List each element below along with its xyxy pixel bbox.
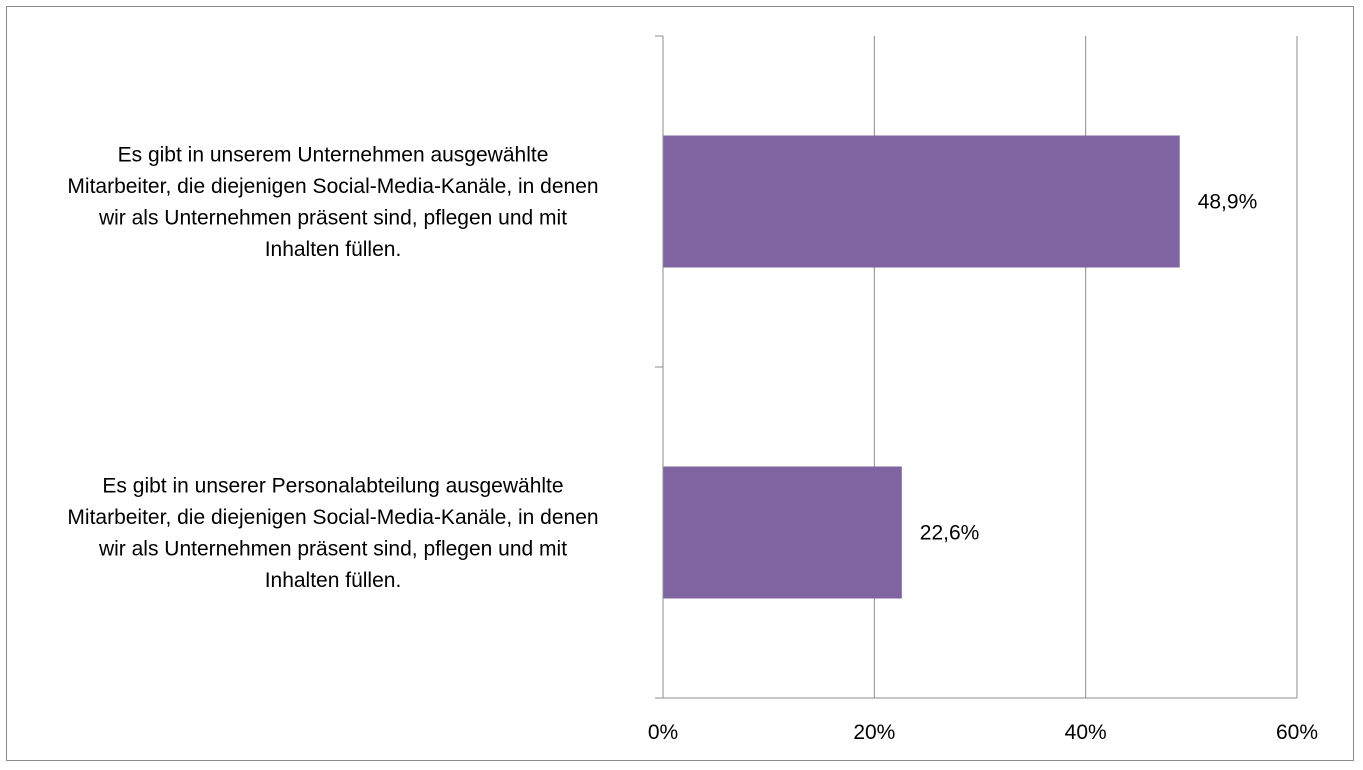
data-label: 48,9% xyxy=(1198,191,1258,214)
category-label: Es gibt in unserem Unternehmen ausgewähl… xyxy=(67,143,598,261)
axes xyxy=(655,35,1297,699)
x-tick-label: 40% xyxy=(1065,721,1107,744)
x-tick-label: 60% xyxy=(1276,721,1318,744)
category-labels: Es gibt in unserem Unternehmen ausgewähl… xyxy=(67,143,598,592)
bars xyxy=(663,135,1180,599)
data-label: 22,6% xyxy=(920,522,980,545)
bar xyxy=(663,135,1180,268)
category-label-line: Inhalten füllen. xyxy=(265,238,402,261)
data-labels: 48,9% 22,6% xyxy=(920,191,1257,545)
category-label-line: wir als Unternehmen präsent sind, pflege… xyxy=(98,537,567,560)
category-label-line: Es gibt in unserem Unternehmen ausgewähl… xyxy=(118,143,549,166)
x-tick-label: 0% xyxy=(648,721,678,744)
category-label-line: Mitarbeiter, die diejenigen Social-Media… xyxy=(67,506,598,529)
gridlines xyxy=(873,36,1298,698)
category-label: Es gibt in unserer Personalabteilung aus… xyxy=(67,474,598,592)
chart-frame xyxy=(6,6,1354,761)
category-label-line: Mitarbeiter, die diejenigen Social-Media… xyxy=(67,175,598,198)
x-tick-label: 20% xyxy=(853,721,895,744)
category-label-line: wir als Unternehmen präsent sind, pflege… xyxy=(98,206,567,229)
bar xyxy=(663,466,902,599)
category-label-line: Es gibt in unserer Personalabteilung aus… xyxy=(102,474,563,497)
category-label-line: Inhalten füllen. xyxy=(265,569,402,592)
x-tick-labels: 0% 20% 40% 60% xyxy=(648,721,1318,744)
